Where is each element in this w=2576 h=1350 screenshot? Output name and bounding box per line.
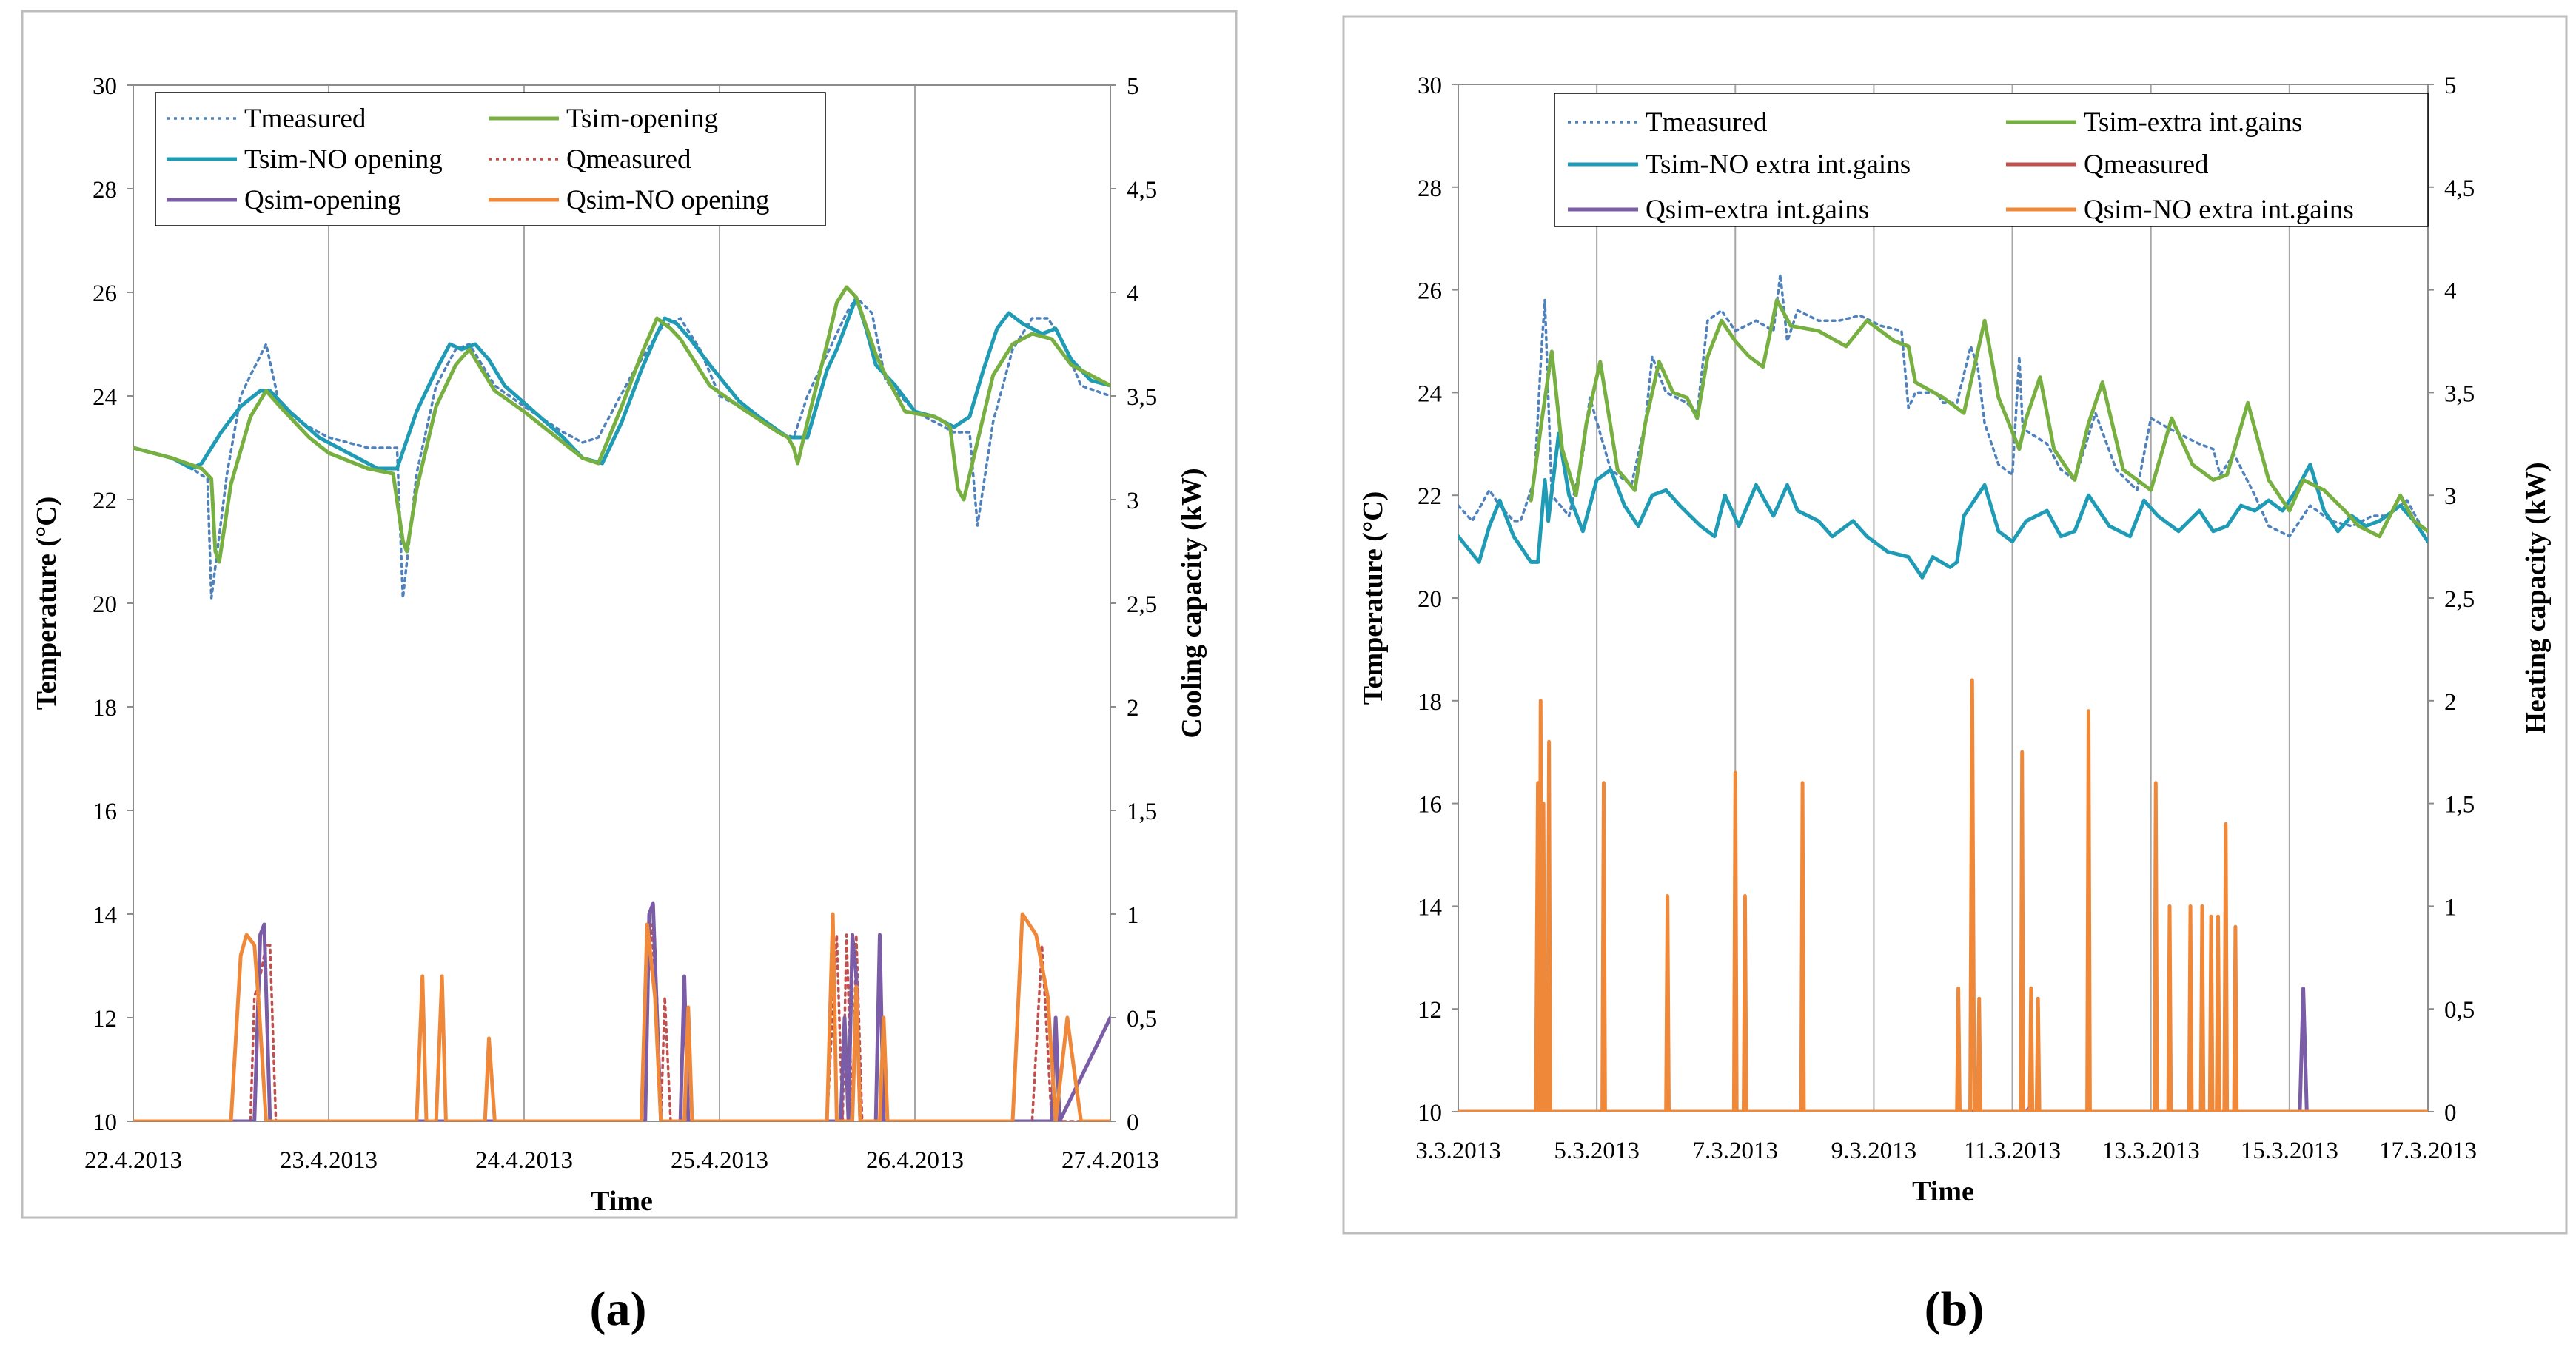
y2-tick-label: 1: [2444, 894, 2457, 921]
x-tick-label: 25.4.2013: [671, 1147, 768, 1174]
y-tick-label: 18: [93, 695, 117, 722]
chart-panel-a: 22.4.2013 23.4.2013 24.4.2013 25.4.2013 26.4…: [21, 10, 1238, 1336]
y2-tick-label: 3,5: [2444, 380, 2475, 407]
y2-tick-label: 3: [2444, 483, 2457, 510]
y-tick-label: 16: [1418, 792, 1442, 819]
legend-label: Tsim-NO extra int.gains: [1646, 150, 1911, 180]
x-tick-label: 7.3.2013: [1693, 1138, 1779, 1164]
y2-tick-label: 4: [2444, 278, 2457, 305]
y-tick-label: 26: [1418, 278, 1442, 305]
y-tick-label: 20: [93, 591, 117, 618]
series-line-tsim-opening: [133, 285, 1110, 564]
y2-tick-label: 3: [1127, 488, 1139, 514]
y2-tick-label: 4,5: [1127, 177, 1157, 204]
legend-label: Qsim-NO extra int.gains: [2084, 195, 2354, 225]
y2-tick-label: 5: [2444, 73, 2457, 99]
y-axis-title: Temperature (°C): [1358, 491, 1389, 705]
y-tick-label: 14: [93, 902, 117, 929]
y-tick-label: 28: [93, 177, 117, 204]
x-tick-label: 17.3.2013: [2379, 1138, 2477, 1164]
y2-tick-label: 0,5: [1127, 1006, 1157, 1032]
y-tick-label: 30: [93, 73, 117, 100]
y-axis-title: Temperature (°C): [31, 497, 62, 711]
x-axis-title: Time: [591, 1186, 653, 1217]
y2-tick-label: 2,5: [1127, 591, 1157, 618]
x-tick-label: 9.3.2013: [1831, 1138, 1917, 1164]
y-tick-label: 24: [1418, 380, 1442, 407]
y2-tick-label: 0: [1127, 1109, 1139, 1136]
x-tick-label: 11.3.2013: [1964, 1138, 2061, 1164]
x-tick-label: 15.3.2013: [2241, 1138, 2338, 1164]
legend-label: Tmeasured: [244, 104, 366, 134]
y2-tick-label: 2: [2444, 689, 2457, 716]
x-tick-label: 13.3.2013: [2102, 1138, 2200, 1164]
y-tick-label: 10: [93, 1109, 117, 1136]
series-line-qmeasured: [133, 923, 1110, 1121]
x-tick-label: 26.4.2013: [866, 1147, 964, 1174]
y-tick-label: 26: [93, 281, 117, 307]
legend: Tmeasured Tsim-opening Tsim-NO opening Qmea…: [155, 92, 826, 226]
y-tick-label: 22: [1418, 483, 1442, 510]
series-line-tsim-no-extra-int-gains: [1458, 431, 2428, 580]
x-tick-label: 23.4.2013: [280, 1147, 378, 1174]
y2-axis-title: Heating capacity (kW): [2520, 462, 2552, 733]
y-tick-label: 28: [1418, 175, 1442, 202]
legend-label: Qmeasured: [566, 144, 691, 175]
y-tick-label: 22: [93, 488, 117, 514]
y2-axis-title: Cooling capacity (kW): [1176, 468, 1207, 738]
legend: Tmeasured Tsim-extra int.gains Tsim-NO ext…: [1554, 93, 2429, 227]
legend-label: Qsim-extra int.gains: [1646, 195, 1869, 225]
y-tick-label: 10: [1418, 1100, 1442, 1126]
series-line-tsim-extra-int-gains: [1529, 298, 2428, 539]
x-axis-title: Time: [1912, 1176, 1974, 1207]
y2-tick-label: 4: [1127, 281, 1139, 307]
x-tick-label: 3.3.2013: [1415, 1138, 1501, 1164]
y2-tick-label: 3,5: [1127, 384, 1157, 411]
y-tick-label: 16: [93, 799, 117, 825]
legend-label: Tmeasured: [1646, 107, 1768, 138]
x-tick-label: 5.3.2013: [1554, 1138, 1640, 1164]
legend-label: Qmeasured: [2084, 150, 2209, 180]
y-tick-label: 20: [1418, 586, 1442, 613]
y2-tick-label: 5: [1127, 73, 1139, 100]
series-line-tsim-no-opening: [133, 295, 1110, 471]
y2-tick-label: 4,5: [2444, 175, 2475, 202]
legend-label: Tsim-extra int.gains: [2084, 107, 2302, 138]
y-tick-label: 12: [1418, 997, 1442, 1024]
y2-tick-label: 1: [1127, 902, 1139, 929]
legend-label: Qsim-opening: [244, 185, 401, 215]
legend-box: [1554, 93, 2429, 227]
panel-caption: (b): [1925, 1282, 1985, 1336]
y-tick-label: 12: [93, 1006, 117, 1032]
y-tick-label: 30: [1418, 73, 1442, 99]
y2-tick-label: 1,5: [2444, 792, 2475, 819]
y2-tick-label: 2,5: [2444, 586, 2475, 613]
chart-panel-b: 3.3.2013 5.3.2013 7.3.2013 9.3.2013 11.3.201…: [1342, 15, 2568, 1336]
legend-label: Qsim-NO opening: [566, 185, 769, 215]
y2-tick-label: 0: [2444, 1100, 2457, 1126]
x-tick-label: 24.4.2013: [475, 1147, 573, 1174]
series-line-qsim-no-extra-int-gains: [1458, 678, 2428, 1112]
y-tick-label: 14: [1418, 894, 1442, 921]
x-tick-label: 22.4.2013: [84, 1147, 182, 1174]
legend-label: Tsim-NO opening: [244, 144, 443, 175]
series-line-qsim-no-opening: [133, 912, 1110, 1121]
x-tick-label: 27.4.2013: [1061, 1147, 1159, 1174]
y2-tick-label: 0,5: [2444, 997, 2475, 1024]
panel-caption: (a): [590, 1282, 647, 1336]
y-tick-label: 18: [1418, 689, 1442, 716]
y-tick-label: 24: [93, 384, 117, 411]
y2-tick-label: 1,5: [1127, 799, 1157, 825]
y2-tick-label: 2: [1127, 695, 1139, 722]
legend-label: Tsim-opening: [566, 104, 718, 134]
